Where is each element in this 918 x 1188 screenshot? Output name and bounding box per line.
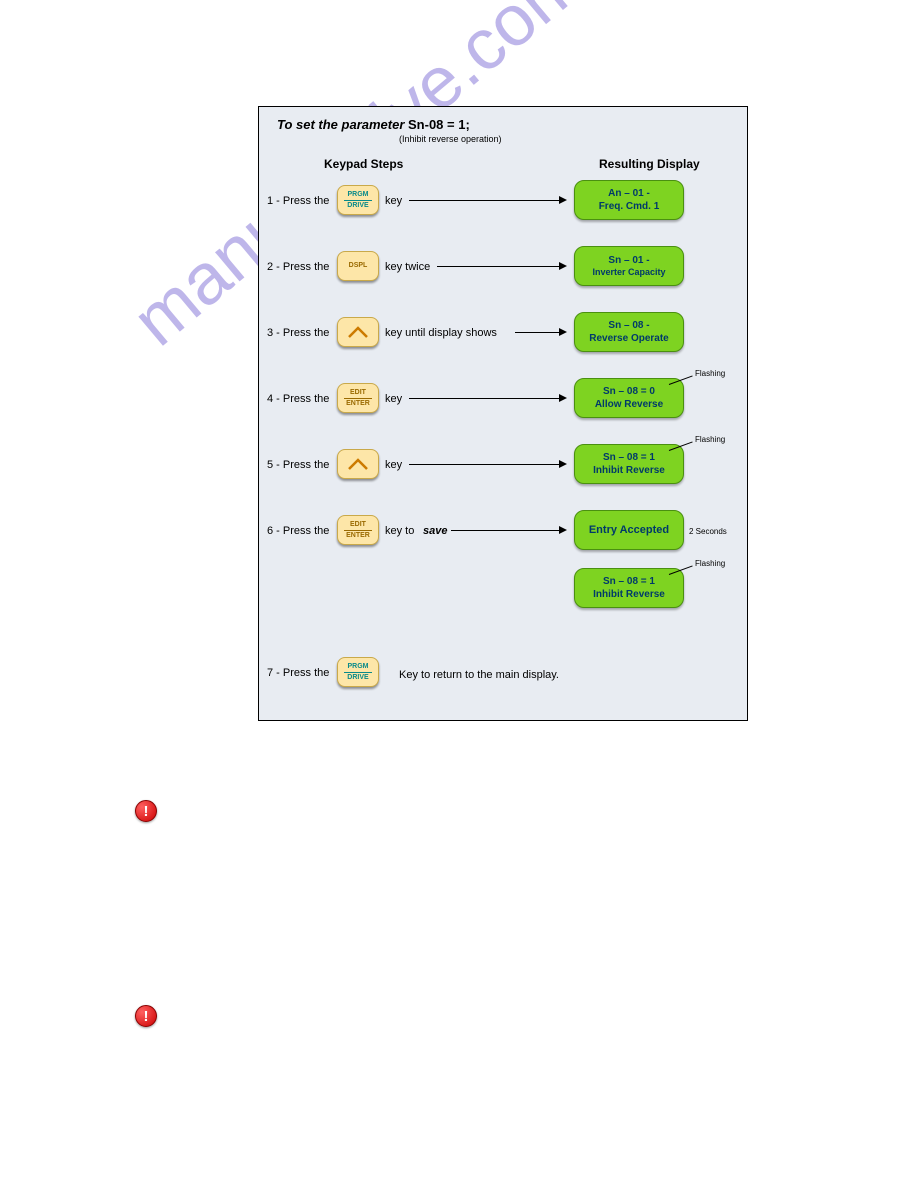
step-row-7: 7 - Press the PRGM DRIVE Key to return t… [259, 655, 747, 705]
key-line1: EDIT [350, 521, 366, 529]
arrow-line [451, 530, 559, 531]
key-divider [344, 530, 372, 531]
title-parameter: Sn-08 = 1; [408, 117, 470, 132]
display-line1: Entry Accepted [589, 523, 669, 537]
annotation-seconds: 2 Seconds [689, 527, 727, 536]
arrow-head-icon [559, 262, 567, 270]
instruction-diagram: To set the parameter Sn-08 = 1; (Inhibit… [258, 106, 748, 721]
step-1-pre: 1 - Press the [267, 195, 329, 207]
display-line1: Sn – 08 = 1 [603, 451, 655, 464]
key-line1: PRGM [348, 191, 369, 199]
display-line1: Sn – 08 = 0 [603, 385, 655, 398]
diagram-title: To set the parameter Sn-08 = 1; [277, 117, 470, 132]
display-line2: Allow Reverse [595, 398, 663, 411]
arrow-line [437, 266, 559, 267]
display-line1: An – 01 - [608, 187, 650, 200]
display-result-5: Sn – 08 = 1 Inhibit Reverse [574, 444, 684, 484]
warning-icon: ! [135, 800, 157, 822]
arrow-head-icon [559, 196, 567, 204]
key-line2: DRIVE [347, 674, 368, 682]
display-line2: Freq. Cmd. 1 [599, 200, 660, 213]
arrow-head-icon [559, 328, 567, 336]
display-line1: Sn – 01 - [608, 254, 649, 267]
column-header-steps: Keypad Steps [324, 157, 403, 171]
step-1-post: key [385, 195, 402, 207]
arrow-head-icon [559, 526, 567, 534]
annotation-flashing: Flashing [695, 559, 725, 568]
display-result-3: Sn – 08 - Reverse Operate [574, 312, 684, 352]
edit-enter-key: EDIT ENTER [337, 515, 379, 545]
step-3-post: key until display shows [385, 327, 497, 339]
step-4-post: key [385, 393, 402, 405]
display-line2: Inhibit Reverse [593, 588, 665, 601]
step-row-1: 1 - Press the PRGM DRIVE key An – 01 - F… [259, 183, 747, 233]
key-line1: EDIT [350, 389, 366, 397]
step-7-post: Key to return to the main display. [399, 669, 559, 681]
key-divider [344, 200, 372, 201]
display-result-1: An – 01 - Freq. Cmd. 1 [574, 180, 684, 220]
key-divider [344, 672, 372, 673]
display-line2: Inhibit Reverse [593, 464, 665, 477]
chevron-up-icon [347, 325, 369, 339]
key-line1: PRGM [348, 663, 369, 671]
step-5-pre: 5 - Press the [267, 459, 329, 471]
title-prefix: To set the parameter [277, 117, 408, 132]
step-row-2: 2 - Press the DSPL key twice Sn – 01 - I… [259, 249, 747, 299]
display-line2: Inverter Capacity [592, 267, 665, 279]
step-row-3: 3 - Press the key until display shows Sn… [259, 315, 747, 365]
step-2-pre: 2 - Press the [267, 261, 329, 273]
step-7-pre: 7 - Press the [267, 667, 329, 679]
key-line2: ENTER [346, 400, 370, 408]
chevron-up-icon [347, 457, 369, 471]
arrow-line [409, 200, 559, 201]
arrow-line [515, 332, 559, 333]
display-line2: Reverse Operate [589, 332, 669, 345]
display-result-2: Sn – 01 - Inverter Capacity [574, 246, 684, 286]
display-result-6: Entry Accepted [574, 510, 684, 550]
key-line1: DSPL [349, 262, 368, 270]
prgm-drive-key: PRGM DRIVE [337, 657, 379, 687]
arrow-head-icon [559, 394, 567, 402]
key-divider [344, 398, 372, 399]
arrow-line [409, 464, 559, 465]
dspl-key: DSPL [337, 251, 379, 281]
display-line1: Sn – 08 - [608, 319, 649, 332]
step-row-5: 5 - Press the key Sn – 08 = 1 Inhibit Re… [259, 447, 747, 497]
step-3-pre: 3 - Press the [267, 327, 329, 339]
display-result-6b: Sn – 08 = 1 Inhibit Reverse [574, 568, 684, 608]
annotation-flashing: Flashing [695, 435, 725, 444]
key-line2: DRIVE [347, 202, 368, 210]
warning-icon: ! [135, 1005, 157, 1027]
step-6-pre: 6 - Press the [267, 525, 329, 537]
up-arrow-key [337, 317, 379, 347]
column-header-display: Resulting Display [599, 157, 700, 171]
step-row-6: 6 - Press the EDIT ENTER key to save Ent… [259, 513, 747, 563]
step-row-4: 4 - Press the EDIT ENTER key Sn – 08 = 0… [259, 381, 747, 431]
diagram-subtitle: (Inhibit reverse operation) [399, 134, 502, 144]
annotation-flashing: Flashing [695, 369, 725, 378]
arrow-head-icon [559, 460, 567, 468]
display-result-4: Sn – 08 = 0 Allow Reverse [574, 378, 684, 418]
step-2-post: key twice [385, 261, 430, 273]
up-arrow-key [337, 449, 379, 479]
step-6-post-b: save [423, 525, 447, 537]
arrow-line [409, 398, 559, 399]
prgm-drive-key: PRGM DRIVE [337, 185, 379, 215]
edit-enter-key: EDIT ENTER [337, 383, 379, 413]
key-line2: ENTER [346, 532, 370, 540]
step-5-post: key [385, 459, 402, 471]
display-line1: Sn – 08 = 1 [603, 575, 655, 588]
step-4-pre: 4 - Press the [267, 393, 329, 405]
step-6-post-a: key to [385, 525, 414, 537]
